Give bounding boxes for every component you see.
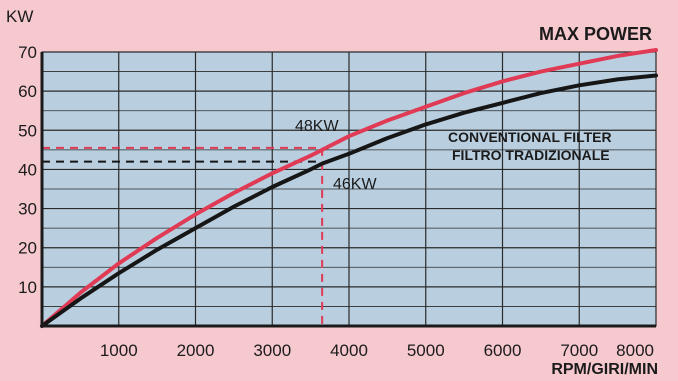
reference-lines — [42, 146, 324, 326]
y-tick-label: 40 — [18, 160, 37, 179]
x-tick-label: 4000 — [330, 341, 368, 360]
grid-lines — [42, 51, 657, 326]
y-tick-label: 10 — [18, 278, 37, 297]
y-tick-label: 20 — [18, 239, 37, 258]
series-line-max-power — [40, 48, 658, 328]
y-tick-label: 30 — [18, 200, 37, 219]
x-tick-label: 1000 — [100, 341, 138, 360]
x-tick-label: 3000 — [253, 341, 291, 360]
tick-labels: 1000 2000 3000 4000 5000 6000 7000 8000 10 20 30 40… — [18, 43, 654, 360]
axes — [40, 52, 656, 328]
series-line-conventional-filter — [40, 73, 658, 328]
annotation-conventional-filter: CONVENTIONAL FILTER — [448, 129, 612, 145]
y-axis-label: KW — [6, 7, 33, 26]
y-tick-label: 60 — [18, 82, 37, 101]
x-tick-label: 2000 — [177, 341, 215, 360]
x-tick-label: 8000 — [616, 341, 654, 360]
x-tick-label: 6000 — [484, 341, 522, 360]
annotation-48kw: 48KW — [295, 118, 339, 135]
x-axis-label: RPM/GIRI/MIN — [551, 361, 658, 378]
annotation-filtro-tradizionale: FILTRO TRADIZIONALE — [452, 147, 610, 163]
y-tick-label: 50 — [18, 121, 37, 140]
chart-title: MAX POWER — [539, 24, 652, 44]
annotation-46kw: 46KW — [333, 176, 377, 193]
y-tick-label: 70 — [18, 43, 37, 62]
series-lines — [40, 48, 658, 328]
x-tick-label: 7000 — [560, 341, 598, 360]
x-tick-label: 5000 — [407, 341, 445, 360]
